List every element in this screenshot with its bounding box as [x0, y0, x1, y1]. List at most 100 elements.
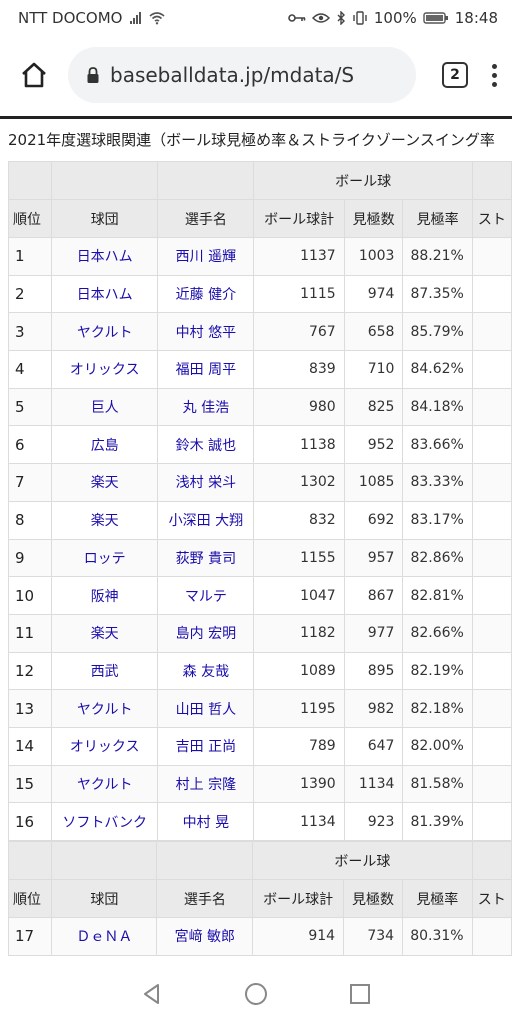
column-header-row: 順位 球団 選手名 ボール球計 見極数 見極率 スト — [7, 879, 512, 918]
table-row: 1 日本ハム 西川 遥輝 1137 1003 88.21% — [7, 237, 512, 276]
strike-cell — [471, 350, 512, 389]
tab-switcher-button[interactable]: 2 — [442, 62, 468, 88]
player-link[interactable]: 西川 遥輝 — [157, 237, 255, 276]
column-header-rate[interactable]: 見極率 — [402, 879, 473, 918]
player-link[interactable]: 荻野 貴司 — [157, 538, 255, 578]
player-link[interactable]: 福田 周平 — [157, 350, 255, 389]
player-link[interactable]: 浅村 栄斗 — [157, 463, 255, 502]
saw-count-cell: 977 — [343, 613, 404, 653]
column-header-saw[interactable]: 見極数 — [343, 879, 404, 918]
group-header-blank — [157, 161, 255, 200]
ball-total-cell: 914 — [252, 917, 345, 956]
player-link[interactable]: 丸 佳浩 — [157, 387, 255, 427]
team-link[interactable]: オリックス — [51, 350, 159, 389]
team-link[interactable]: 広島 — [51, 425, 159, 465]
column-header-row: 順位 球団 選手名 ボール球計 見極数 見極率 スト — [7, 199, 512, 238]
rate-cell: 82.19% — [402, 651, 473, 691]
player-link[interactable]: 山田 哲人 — [157, 689, 255, 728]
player-link[interactable]: 宮﨑 敏郎 — [156, 917, 254, 956]
overflow-menu-button[interactable] — [488, 63, 500, 87]
column-header-ball-total[interactable]: ボール球計 — [253, 199, 345, 238]
rate-cell: 83.17% — [402, 500, 473, 540]
column-header-ball-total[interactable]: ボール球計 — [252, 879, 345, 918]
saw-count-cell: 867 — [343, 576, 404, 615]
signal-icon — [130, 12, 142, 24]
saw-count-cell: 957 — [343, 538, 404, 578]
column-header-player[interactable]: 選手名 — [156, 879, 254, 918]
player-link[interactable]: マルテ — [157, 576, 255, 615]
rank-cell: 13 — [7, 689, 53, 728]
ball-total-cell: 1155 — [253, 538, 345, 578]
column-header-rank[interactable]: 順位 — [7, 879, 53, 918]
browser-toolbar: baseballdata.jp/mdata/S 2 — [0, 36, 512, 114]
address-bar[interactable]: baseballdata.jp/mdata/S — [68, 47, 416, 103]
team-link[interactable]: 楽天 — [51, 463, 159, 502]
saw-count-cell: 825 — [343, 387, 404, 427]
rank-cell: 14 — [7, 726, 53, 766]
team-link[interactable]: ＤｅＮＡ — [51, 917, 158, 956]
table-row: 13 ヤクルト 山田 哲人 1195 982 82.18% — [7, 689, 512, 728]
column-header-rank[interactable]: 順位 — [7, 199, 53, 238]
back-icon[interactable] — [140, 982, 164, 1006]
team-link[interactable]: ロッテ — [51, 538, 159, 578]
column-header-team[interactable]: 球団 — [51, 199, 159, 238]
rate-cell: 81.39% — [402, 802, 473, 841]
saw-count-cell: 974 — [343, 274, 404, 314]
team-link[interactable]: 楽天 — [51, 613, 159, 653]
team-link[interactable]: ソフトバンク — [51, 802, 159, 841]
team-link[interactable]: オリックス — [51, 726, 159, 766]
recents-icon[interactable] — [348, 982, 372, 1006]
battery-icon — [423, 12, 448, 24]
team-link[interactable]: ヤクルト — [51, 312, 159, 352]
team-link[interactable]: ヤクルト — [51, 764, 159, 804]
group-header-row: ボール球 — [7, 161, 512, 200]
column-header-saw[interactable]: 見極数 — [343, 199, 404, 238]
player-link[interactable]: 村上 宗隆 — [157, 764, 255, 804]
ball-total-cell: 839 — [253, 350, 345, 389]
table-row: 10 阪神 マルテ 1047 867 82.81% — [7, 576, 512, 615]
player-link[interactable]: 鈴木 誠也 — [157, 425, 255, 465]
team-link[interactable]: 巨人 — [51, 387, 159, 427]
group-header-blank — [156, 841, 254, 880]
player-link[interactable]: 吉田 正尚 — [157, 726, 255, 766]
ball-total-cell: 1195 — [253, 689, 345, 728]
ball-total-cell: 1047 — [253, 576, 345, 615]
ball-total-cell: 1138 — [253, 425, 345, 465]
team-link[interactable]: 日本ハム — [51, 237, 159, 276]
team-link[interactable]: 楽天 — [51, 500, 159, 540]
player-link[interactable]: 中村 晃 — [157, 802, 255, 841]
column-header-team[interactable]: 球団 — [51, 879, 158, 918]
table-row: 11 楽天 島内 宏明 1182 977 82.66% — [7, 613, 512, 653]
page-content[interactable]: 2021年度選球眼関連（ボール球見極め率＆ストライクゾーンスイング率 ボール球 … — [0, 119, 512, 964]
group-header-blank — [471, 161, 512, 200]
player-link[interactable]: 島内 宏明 — [157, 613, 255, 653]
team-link[interactable]: 阪神 — [51, 576, 159, 615]
team-link[interactable]: 日本ハム — [51, 274, 159, 314]
table-row: 3 ヤクルト 中村 悠平 767 658 85.79% — [7, 312, 512, 352]
group-header-row: ボール球 — [7, 841, 512, 880]
strike-cell — [471, 274, 512, 314]
battery-percent: 100% — [373, 9, 417, 27]
player-link[interactable]: 近藤 健介 — [157, 274, 255, 314]
player-link[interactable]: 森 友哉 — [157, 651, 255, 691]
strike-cell — [471, 237, 512, 276]
team-link[interactable]: ヤクルト — [51, 689, 159, 728]
player-link[interactable]: 中村 悠平 — [157, 312, 255, 352]
table-row: 7 楽天 浅村 栄斗 1302 1085 83.33% — [7, 463, 512, 502]
rank-cell: 16 — [7, 802, 53, 841]
column-header-player[interactable]: 選手名 — [157, 199, 255, 238]
saw-count-cell: 1085 — [343, 463, 404, 502]
player-link[interactable]: 小深田 大翔 — [157, 500, 255, 540]
column-header-rate[interactable]: 見極率 — [402, 199, 473, 238]
home-nav-icon[interactable] — [243, 981, 269, 1007]
table-row: 9 ロッテ 荻野 貴司 1155 957 82.86% — [7, 538, 512, 578]
rank-cell: 4 — [7, 350, 53, 389]
column-header-strike[interactable]: スト — [471, 879, 512, 918]
page-divider — [0, 116, 512, 119]
strike-cell — [471, 463, 512, 502]
system-nav-bar — [0, 964, 512, 1024]
table-row: 5 巨人丸 佳浩 980 825 84.18% — [7, 387, 512, 427]
home-button[interactable] — [16, 57, 52, 93]
column-header-strike[interactable]: スト — [471, 199, 512, 238]
team-link[interactable]: 西武 — [51, 651, 159, 691]
